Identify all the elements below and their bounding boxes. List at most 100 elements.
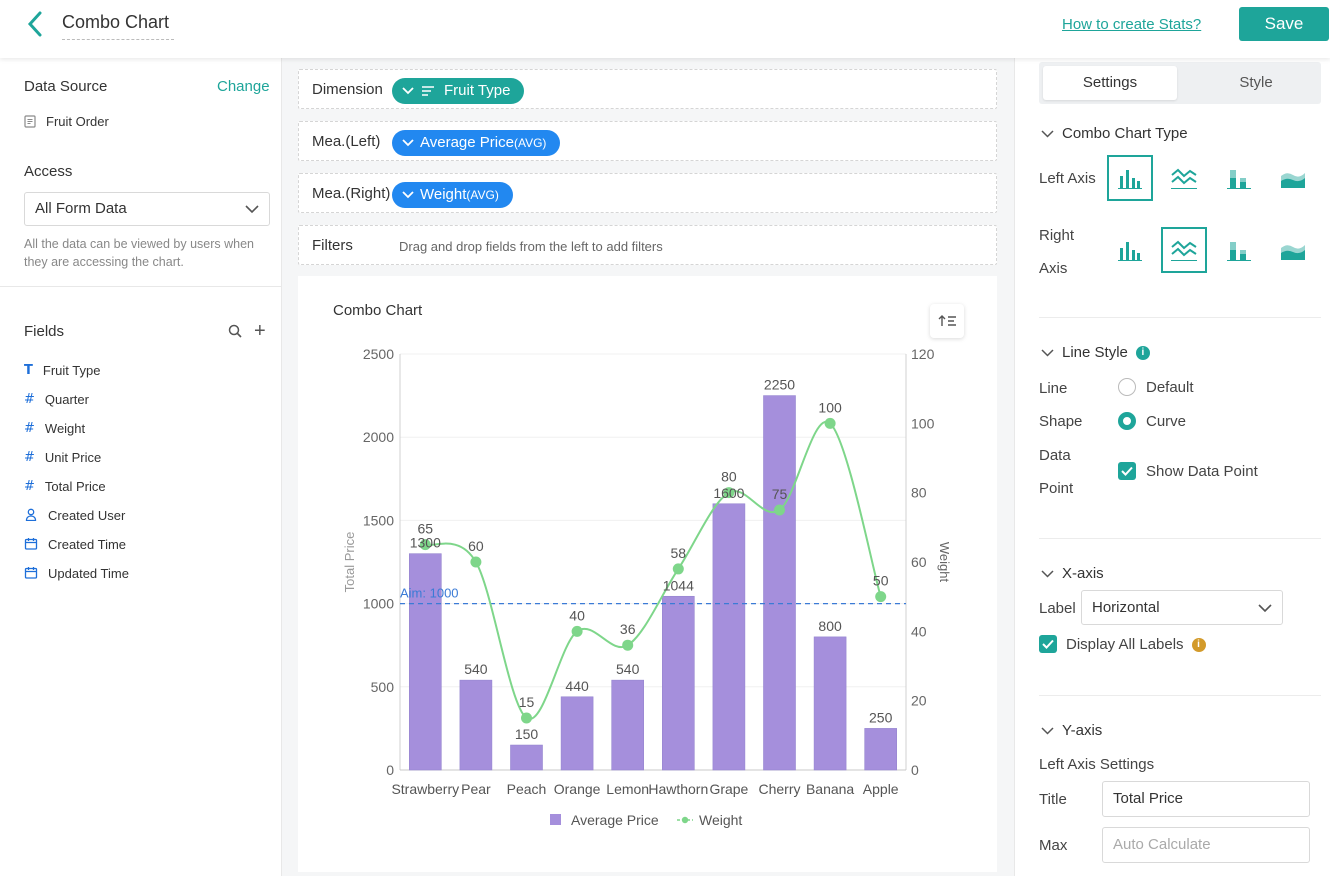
line-value-label: 100 bbox=[818, 399, 842, 415]
divider bbox=[0, 286, 282, 287]
y-tick-label: 2000 bbox=[363, 429, 394, 445]
right-axis-area-chart-option[interactable] bbox=[1270, 227, 1316, 273]
x-tick-label: Lemon bbox=[606, 781, 649, 797]
area-chart-icon bbox=[1279, 166, 1307, 190]
line-chart-icon bbox=[1170, 238, 1198, 262]
bar bbox=[661, 595, 695, 771]
left-axis-bar-chart-option[interactable] bbox=[1107, 155, 1153, 201]
field-item[interactable]: # Weight bbox=[24, 420, 85, 437]
checkmark-icon bbox=[1121, 466, 1133, 476]
search-icon[interactable] bbox=[228, 324, 242, 338]
bar-value-label: 1044 bbox=[663, 577, 694, 593]
line-style-title: Line Style bbox=[1062, 344, 1128, 361]
aim-line-label: Aim: 1000 bbox=[400, 586, 459, 601]
back-arrow-icon[interactable] bbox=[24, 10, 46, 38]
right-measure-pill-label: Weight bbox=[420, 186, 467, 203]
right-measure-pill[interactable]: Weight(AVG) bbox=[392, 182, 513, 208]
field-label: Fruit Type bbox=[42, 362, 101, 378]
max-input[interactable]: Auto Calculate bbox=[1102, 827, 1310, 863]
area-chart-icon bbox=[1279, 238, 1307, 262]
change-data-source-link[interactable]: Change bbox=[217, 78, 270, 95]
field-item[interactable]: Created User bbox=[24, 508, 125, 524]
add-field-icon[interactable]: + bbox=[254, 320, 266, 342]
info-icon[interactable]: i bbox=[1191, 637, 1206, 652]
field-item[interactable]: Updated Time bbox=[24, 566, 129, 582]
radio-curve[interactable] bbox=[1118, 412, 1136, 430]
bar bbox=[409, 553, 442, 771]
legend-bar-swatch bbox=[550, 814, 561, 825]
bar-value-label: 150 bbox=[515, 726, 539, 742]
line-style-section-toggle[interactable]: Line Style i bbox=[1041, 344, 1150, 361]
right-axis-bar-chart-option[interactable] bbox=[1107, 227, 1153, 273]
y2-tick-label: 60 bbox=[911, 554, 927, 570]
x-axis-title: X-axis bbox=[1062, 565, 1104, 582]
right-measure-slot[interactable]: Mea.(Right) Weight(AVG) bbox=[298, 173, 997, 213]
left-measure-slot[interactable]: Mea.(Left) Average Price(AVG) bbox=[298, 121, 997, 161]
bar-value-label: 800 bbox=[818, 618, 842, 634]
help-link[interactable]: How to create Stats? bbox=[1062, 16, 1202, 33]
tab-style[interactable]: Style bbox=[1239, 74, 1273, 91]
display-all-labels-checkbox[interactable] bbox=[1039, 635, 1057, 653]
date-type-icon bbox=[24, 566, 38, 582]
save-button[interactable]: Save bbox=[1239, 7, 1329, 41]
stacked-chart-icon bbox=[1226, 238, 1252, 262]
settings-tabs: Settings Style bbox=[1039, 62, 1321, 104]
bar bbox=[459, 679, 493, 771]
chart-name[interactable]: Combo Chart bbox=[62, 12, 174, 40]
field-item[interactable]: # Quarter bbox=[24, 391, 89, 408]
chevron-down-icon bbox=[245, 205, 259, 214]
dimension-pill[interactable]: Fruit Type bbox=[392, 78, 525, 104]
point-label: Point bbox=[1039, 480, 1074, 497]
line-value-label: 40 bbox=[569, 607, 585, 623]
combo-type-section-toggle[interactable]: Combo Chart Type bbox=[1041, 125, 1188, 142]
bar-value-label: 1300 bbox=[410, 535, 441, 551]
label-select[interactable]: Horizontal bbox=[1081, 590, 1283, 625]
access-select[interactable]: All Form Data bbox=[24, 192, 270, 226]
y-axis-section-toggle[interactable]: Y-axis bbox=[1041, 722, 1102, 739]
info-icon[interactable]: i bbox=[1135, 345, 1150, 360]
field-item[interactable]: # Total Price bbox=[24, 478, 106, 495]
y-tick-label: 1500 bbox=[363, 512, 394, 528]
bar-value-label: 440 bbox=[565, 678, 589, 694]
x-axis-section-toggle[interactable]: X-axis bbox=[1041, 565, 1104, 582]
display-all-labels-label: Display All Labels bbox=[1066, 636, 1184, 653]
weight-point bbox=[622, 639, 634, 651]
left-axis-line-chart-option[interactable] bbox=[1161, 155, 1207, 201]
x-tick-label: Peach bbox=[507, 781, 547, 797]
radio-default[interactable] bbox=[1118, 378, 1136, 396]
filters-slot[interactable]: Filters Drag and drop fields from the le… bbox=[298, 225, 997, 265]
x-tick-label: Cherry bbox=[758, 781, 800, 797]
right-measure-label: Mea.(Right) bbox=[312, 185, 391, 202]
chevron-down-icon bbox=[1041, 569, 1054, 578]
max-label: Max bbox=[1039, 837, 1068, 854]
y2-axis-title: Weight bbox=[937, 542, 952, 583]
title-input[interactable]: Total Price bbox=[1102, 781, 1310, 817]
text-type-icon: T bbox=[24, 363, 33, 378]
right-axis-stacked-chart-option[interactable] bbox=[1216, 227, 1262, 273]
show-data-point-checkbox[interactable] bbox=[1118, 462, 1136, 480]
access-select-value: All Form Data bbox=[35, 200, 127, 217]
number-type-icon: # bbox=[24, 392, 35, 408]
sort-button[interactable] bbox=[930, 304, 964, 338]
shape-label: Shape bbox=[1039, 413, 1083, 430]
field-item[interactable]: # Unit Price bbox=[24, 449, 101, 466]
dimension-slot[interactable]: Dimension Fruit Type bbox=[298, 69, 997, 109]
date-type-icon bbox=[24, 537, 38, 553]
y-tick-label: 1000 bbox=[363, 596, 394, 612]
number-type-icon: # bbox=[24, 421, 35, 437]
left-axis-area-chart-option[interactable] bbox=[1270, 155, 1316, 201]
combo-chart: 0 500 1000 1500 2000 2500 0 20 40 60 80 100 120 Total… bbox=[342, 346, 952, 828]
right-axis-line-chart-option[interactable] bbox=[1161, 227, 1207, 273]
field-item[interactable]: Created Time bbox=[24, 537, 126, 553]
legend-point-swatch bbox=[681, 816, 689, 824]
weight-point bbox=[470, 556, 482, 568]
tab-settings[interactable]: Settings bbox=[1043, 66, 1177, 100]
field-item[interactable]: T Fruit Type bbox=[24, 362, 101, 379]
user-type-icon bbox=[24, 508, 38, 524]
divider bbox=[1039, 695, 1321, 696]
line-value-label: 80 bbox=[721, 469, 737, 485]
left-axis-stacked-chart-option[interactable] bbox=[1216, 155, 1262, 201]
bar bbox=[712, 503, 746, 771]
right-axis-label-1: Right bbox=[1039, 227, 1075, 244]
left-measure-pill[interactable]: Average Price(AVG) bbox=[392, 130, 561, 156]
